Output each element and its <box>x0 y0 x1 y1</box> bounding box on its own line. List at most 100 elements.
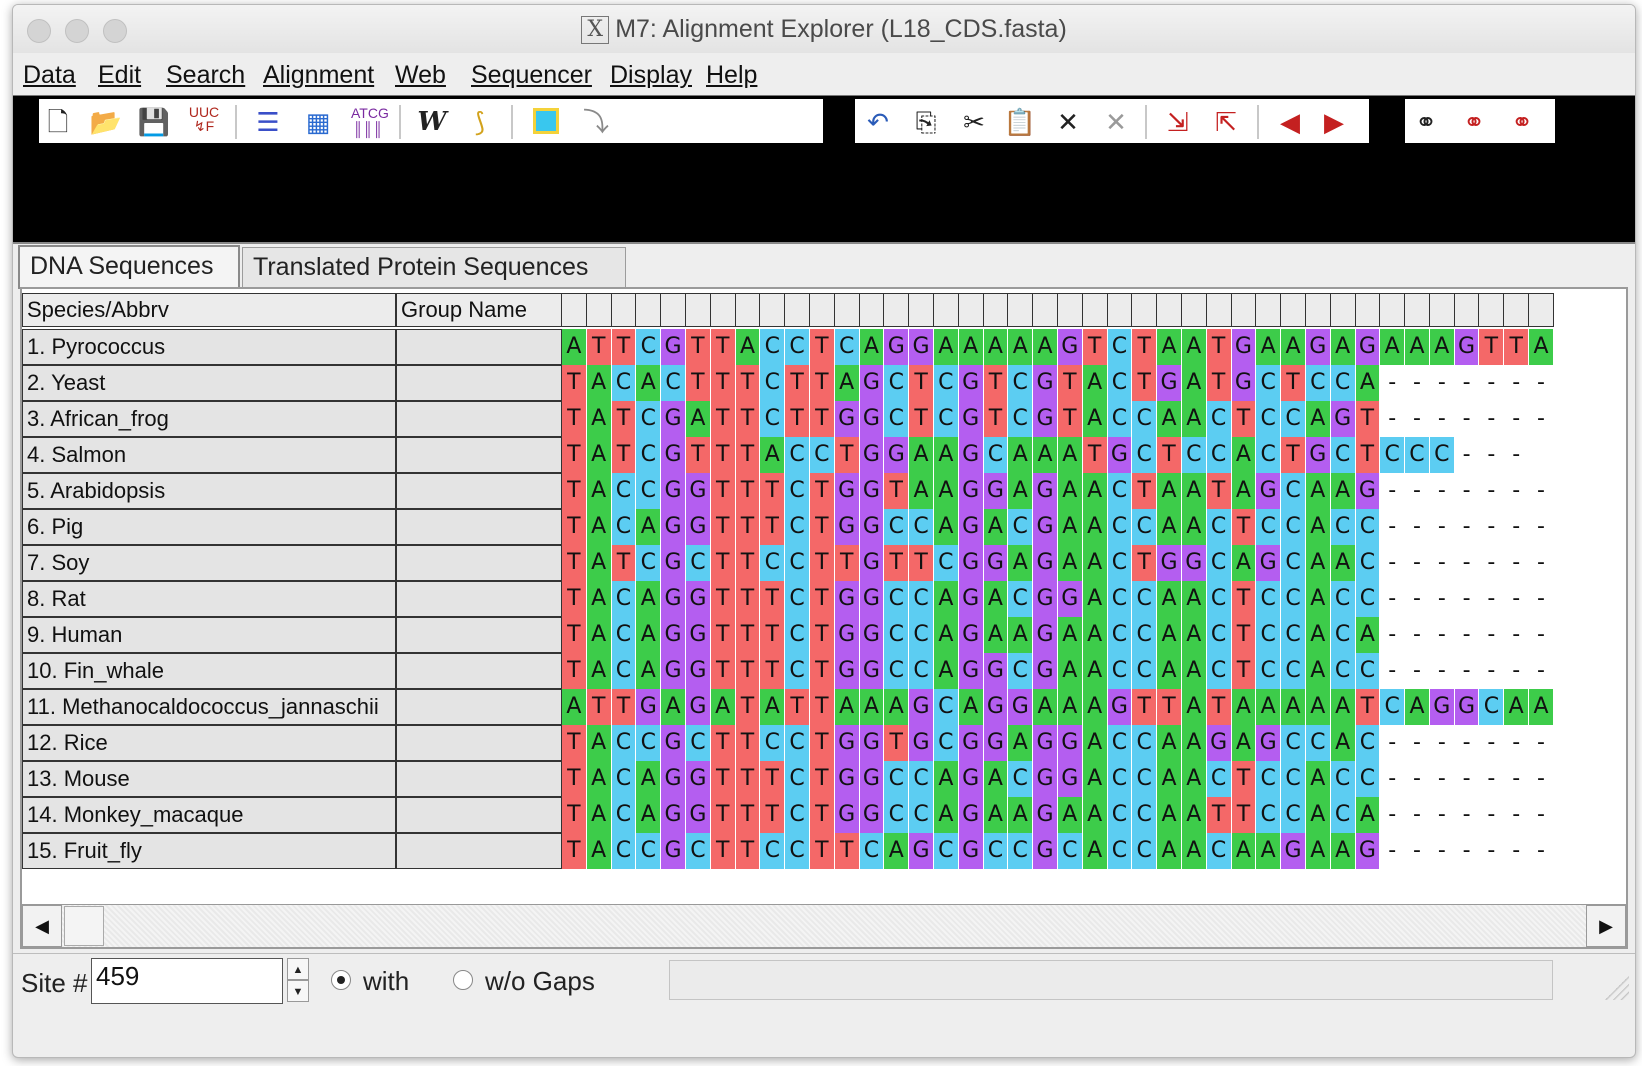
base-cell[interactable]: T <box>710 329 736 365</box>
base-cell[interactable]: A <box>1305 545 1331 581</box>
base-cell[interactable]: C <box>1281 761 1306 797</box>
base-cell[interactable]: T <box>809 797 835 833</box>
gap-cell[interactable]: - <box>1504 581 1530 617</box>
base-cell[interactable]: C <box>884 617 910 653</box>
menu-alignment[interactable]: Alignment <box>263 61 375 89</box>
site-header-cell[interactable] <box>958 293 984 327</box>
species-name-cell[interactable]: 4. Salmon <box>22 437 396 473</box>
base-cell[interactable]: T <box>1057 401 1083 437</box>
base-cell[interactable]: C <box>636 329 662 365</box>
base-cell[interactable]: C <box>884 653 910 689</box>
base-cell[interactable]: A <box>685 401 711 437</box>
base-cell[interactable]: G <box>958 761 984 797</box>
gap-cell[interactable]: - <box>1479 617 1505 653</box>
base-cell[interactable]: C <box>1479 689 1505 725</box>
base-cell[interactable]: A <box>1305 617 1331 653</box>
base-cell[interactable]: A <box>983 617 1009 653</box>
base-cell[interactable]: A <box>958 329 984 365</box>
muscle-align-icon[interactable]: ▦ <box>305 107 331 137</box>
gap-cell[interactable]: - <box>1429 761 1455 797</box>
species-name-cell[interactable]: 11. Methanocaldococcus_jannaschii <box>22 689 396 725</box>
base-cell[interactable]: T <box>1132 365 1158 401</box>
gap-cell[interactable]: - <box>1454 653 1480 689</box>
base-cell[interactable]: A <box>562 329 587 365</box>
base-cell[interactable]: A <box>1181 689 1207 725</box>
base-cell[interactable]: C <box>1256 365 1282 401</box>
base-cell[interactable]: A <box>1157 401 1182 437</box>
species-name-cell[interactable]: 5. Arabidopsis <box>22 473 396 509</box>
base-cell[interactable]: C <box>1107 617 1133 653</box>
base-cell[interactable]: C <box>1330 365 1356 401</box>
base-cell[interactable]: C <box>909 617 934 653</box>
base-cell[interactable]: C <box>1206 581 1232 617</box>
base-cell[interactable]: A <box>909 437 934 473</box>
base-cell[interactable]: C <box>785 653 810 689</box>
gap-cell[interactable]: - <box>1405 545 1430 581</box>
gap-cell[interactable]: - <box>1529 725 1554 761</box>
base-cell[interactable]: T <box>809 401 835 437</box>
base-cell[interactable]: G <box>859 653 885 689</box>
gap-cell[interactable]: - <box>1504 401 1530 437</box>
base-cell[interactable]: T <box>809 617 835 653</box>
base-cell[interactable]: G <box>1033 545 1058 581</box>
base-cell[interactable]: C <box>611 797 637 833</box>
base-cell[interactable]: T <box>735 545 761 581</box>
gap-cell[interactable]: - <box>1429 401 1455 437</box>
base-cell[interactable]: G <box>958 437 984 473</box>
base-cell[interactable]: A <box>884 689 910 725</box>
base-cell[interactable]: T <box>611 329 637 365</box>
base-cell[interactable]: C <box>1281 473 1306 509</box>
base-cell[interactable]: G <box>834 617 860 653</box>
base-cell[interactable]: C <box>909 653 934 689</box>
base-cell[interactable]: G <box>958 473 984 509</box>
base-cell[interactable]: A <box>636 581 662 617</box>
base-cell[interactable]: C <box>636 473 662 509</box>
base-cell[interactable]: A <box>1057 617 1083 653</box>
gap-cell[interactable]: - <box>1380 365 1406 401</box>
base-cell[interactable]: G <box>685 509 711 545</box>
gap-cell[interactable]: - <box>1380 545 1406 581</box>
group-name-cell[interactable] <box>396 329 562 365</box>
base-cell[interactable]: A <box>1008 725 1034 761</box>
site-header-cell[interactable] <box>1529 293 1554 327</box>
base-cell[interactable]: T <box>735 653 761 689</box>
base-cell[interactable]: G <box>983 689 1009 725</box>
base-cell[interactable]: A <box>1231 689 1257 725</box>
base-cell[interactable]: A <box>1057 653 1083 689</box>
gap-cell[interactable]: - <box>1454 797 1480 833</box>
site-header-cell[interactable] <box>909 293 934 327</box>
base-cell[interactable]: G <box>661 581 686 617</box>
base-cell[interactable]: A <box>1057 437 1083 473</box>
base-cell[interactable]: A <box>884 833 910 869</box>
base-cell[interactable]: A <box>933 761 959 797</box>
base-cell[interactable]: T <box>809 725 835 761</box>
gap-cell[interactable]: - <box>1405 725 1430 761</box>
base-cell[interactable]: T <box>809 761 835 797</box>
base-cell[interactable]: T <box>735 761 761 797</box>
base-cell[interactable]: T <box>685 365 711 401</box>
base-cell[interactable]: C <box>760 365 786 401</box>
base-cell[interactable]: C <box>760 725 786 761</box>
base-cell[interactable]: A <box>933 509 959 545</box>
site-header-cell[interactable] <box>859 293 885 327</box>
group-name-cell[interactable] <box>396 797 562 833</box>
base-cell[interactable]: A <box>1033 689 1058 725</box>
base-cell[interactable]: C <box>933 401 959 437</box>
base-cell[interactable]: A <box>1405 329 1430 365</box>
base-cell[interactable]: C <box>1008 833 1034 869</box>
base-cell[interactable]: A <box>834 689 860 725</box>
base-cell[interactable]: A <box>859 689 885 725</box>
base-cell[interactable]: A <box>834 365 860 401</box>
base-cell[interactable]: G <box>1033 617 1058 653</box>
base-cell[interactable]: A <box>636 653 662 689</box>
open-folder-icon[interactable]: 📂 <box>89 107 123 137</box>
gap-cell[interactable]: - <box>1529 509 1554 545</box>
site-header-cell[interactable] <box>1206 293 1232 327</box>
base-cell[interactable]: G <box>1256 473 1282 509</box>
base-cell[interactable]: T <box>1231 653 1257 689</box>
base-cell[interactable]: A <box>1305 401 1331 437</box>
base-cell[interactable]: C <box>1355 509 1381 545</box>
base-cell[interactable]: C <box>1132 833 1158 869</box>
base-cell[interactable]: C <box>760 545 786 581</box>
